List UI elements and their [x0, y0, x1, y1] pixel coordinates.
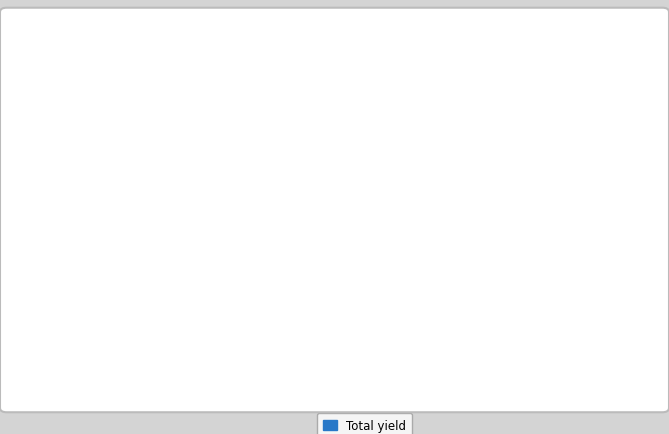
- Bar: [328, 59, 357, 304]
- Y-axis label: Total yield [kWh]: Total yield [kWh]: [23, 120, 36, 219]
- Bar: [373, 91, 401, 304]
- Bar: [550, 219, 579, 304]
- Bar: [417, 108, 446, 304]
- Bar: [594, 252, 623, 304]
- Bar: [240, 97, 268, 304]
- Title: Graves Family Solar: 2021: Graves Family Solar: 2021: [274, 16, 456, 30]
- Legend: Total yield: Total yield: [317, 413, 412, 434]
- Bar: [461, 131, 490, 304]
- Bar: [506, 187, 535, 304]
- Bar: [195, 124, 223, 304]
- Bar: [106, 227, 135, 304]
- Bar: [151, 201, 179, 304]
- Bar: [284, 71, 312, 304]
